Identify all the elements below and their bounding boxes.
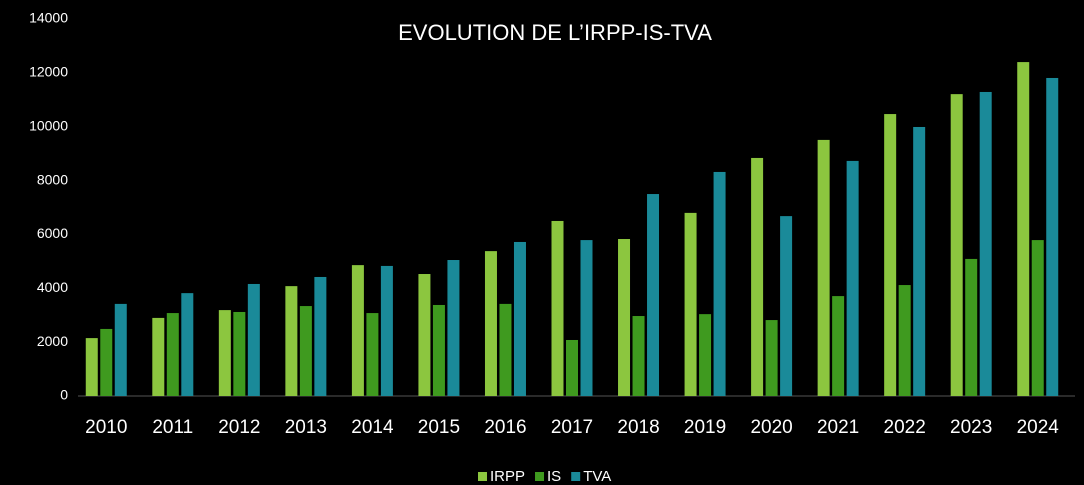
x-tick-label: 2021 bbox=[817, 417, 859, 438]
bar bbox=[765, 320, 778, 396]
y-tick-label: 2000 bbox=[37, 333, 68, 349]
x-tick-label: 2023 bbox=[950, 417, 992, 438]
y-tick-label: 14000 bbox=[29, 10, 68, 26]
bar bbox=[965, 258, 978, 396]
bar bbox=[898, 285, 911, 396]
bar bbox=[618, 239, 631, 396]
x-tick-label: 2014 bbox=[351, 417, 394, 438]
chart-title: EVOLUTION DE L’IRPP-IS-TVA bbox=[398, 20, 712, 45]
bar bbox=[580, 240, 593, 396]
bar bbox=[100, 328, 113, 396]
bar bbox=[817, 139, 830, 396]
bar bbox=[285, 286, 298, 396]
bar bbox=[380, 265, 393, 396]
bar bbox=[432, 304, 445, 396]
y-tick-label: 0 bbox=[60, 387, 68, 403]
bar bbox=[979, 91, 992, 396]
bar bbox=[913, 126, 926, 396]
x-tick-label: 2024 bbox=[1017, 417, 1060, 438]
bar bbox=[85, 338, 98, 396]
bar bbox=[632, 316, 645, 396]
bar bbox=[218, 310, 231, 396]
bar bbox=[152, 317, 165, 396]
bar bbox=[566, 339, 578, 396]
bar bbox=[950, 94, 963, 397]
bar bbox=[299, 306, 312, 396]
y-tick-label: 10000 bbox=[29, 117, 68, 133]
bar bbox=[366, 313, 379, 396]
bar bbox=[832, 296, 845, 396]
x-tick-label: 2020 bbox=[750, 417, 792, 438]
bar bbox=[351, 265, 364, 396]
bar bbox=[884, 114, 897, 396]
bar bbox=[114, 303, 127, 396]
bar bbox=[418, 274, 431, 396]
legend-swatch bbox=[571, 472, 581, 481]
x-tick-label: 2011 bbox=[152, 417, 193, 438]
bar bbox=[499, 303, 512, 396]
x-tick-label: 2010 bbox=[85, 417, 127, 438]
x-tick-label: 2017 bbox=[551, 417, 593, 438]
bar bbox=[513, 241, 526, 396]
bar bbox=[447, 260, 460, 396]
bar bbox=[1017, 62, 1030, 396]
x-tick-label: 2019 bbox=[684, 417, 726, 438]
x-tick-label: 2013 bbox=[285, 417, 327, 438]
bar bbox=[1031, 240, 1044, 396]
bar bbox=[166, 313, 179, 396]
bar bbox=[780, 216, 793, 396]
bar bbox=[713, 171, 726, 396]
y-tick-label: 4000 bbox=[37, 279, 68, 295]
x-tick-label: 2018 bbox=[617, 417, 659, 438]
x-tick-label: 2022 bbox=[884, 417, 926, 438]
y-tick-label: 8000 bbox=[37, 171, 68, 187]
bar bbox=[1046, 77, 1059, 396]
bar bbox=[684, 212, 697, 396]
x-tick-label: 2016 bbox=[484, 417, 526, 438]
bar bbox=[699, 314, 712, 396]
legend-label: IRPP bbox=[490, 468, 525, 485]
bar bbox=[647, 194, 660, 396]
legend-swatch bbox=[535, 472, 545, 481]
bar bbox=[314, 276, 327, 396]
y-tick-label: 12000 bbox=[29, 64, 68, 80]
bar bbox=[247, 283, 260, 396]
y-tick-label: 6000 bbox=[37, 225, 68, 241]
bar bbox=[551, 220, 564, 396]
legend-label: TVA bbox=[583, 468, 611, 485]
x-tick-label: 2012 bbox=[218, 417, 260, 438]
bar bbox=[233, 311, 246, 396]
x-tick-label: 2015 bbox=[418, 417, 460, 438]
legend-label: IS bbox=[547, 468, 561, 485]
bar bbox=[181, 293, 194, 396]
bar bbox=[846, 160, 859, 396]
legend-swatch bbox=[478, 472, 487, 481]
bar bbox=[484, 251, 497, 396]
bar bbox=[751, 157, 764, 396]
